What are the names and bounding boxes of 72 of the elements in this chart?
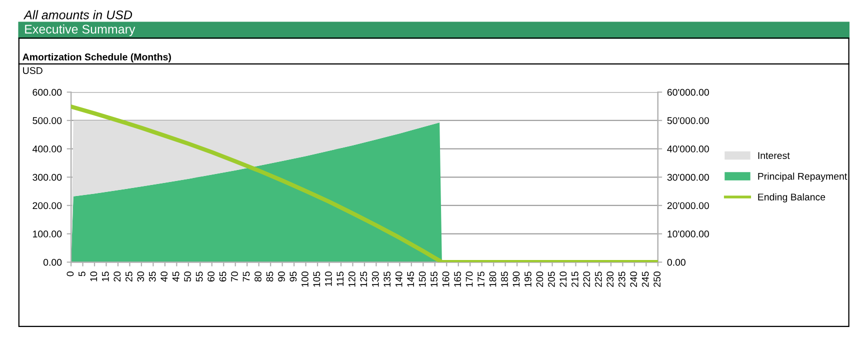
text: All amounts in USD: [23, 10, 132, 20]
x-tick-label: 5: [78, 272, 86, 276]
x-tick-label: 130: [372, 272, 379, 287]
x-tick-label: 200: [536, 272, 544, 287]
y2-tick-label: 40'000.00: [667, 146, 709, 152]
y2-tick-label: 30'000.00: [667, 174, 709, 181]
x-tick-label: 145: [407, 272, 414, 287]
x-tick-label: 10: [90, 272, 98, 282]
legend-label: Ending Balance: [758, 193, 826, 202]
y2-tick-label: 50'000.00: [667, 117, 709, 124]
x-tick-label: 235: [618, 272, 626, 287]
y2-tick-label: 10'000.00: [668, 230, 709, 238]
y-tick-label: 300.00: [32, 174, 62, 181]
x-tick-label: 100: [302, 272, 308, 287]
y-tick-label: 200.00: [32, 202, 62, 210]
y-tick-label: 100.00: [33, 230, 62, 238]
x-tick-label: 90: [278, 272, 285, 282]
y-tick-label: 600.00: [32, 88, 62, 96]
x-tick-label: 160: [442, 272, 450, 287]
legend-label: Interest: [758, 152, 790, 160]
x-tick-label: 205: [548, 272, 555, 287]
x-tick-label: 85: [266, 272, 274, 282]
x-tick-label: 80: [254, 272, 262, 282]
x-tick-label: 65: [219, 272, 226, 282]
y-tick-label: 400.00: [32, 146, 62, 152]
x-tick-label: 240: [630, 272, 638, 287]
legend-label: Principal Repayment: [758, 172, 848, 182]
x-tick-label: 70: [231, 272, 238, 282]
x-tick-label: 45: [172, 272, 180, 282]
x-tick-label: 125: [360, 272, 368, 287]
x-tick-label: 50: [184, 272, 192, 282]
x-tick-label: 0: [66, 272, 74, 276]
x-tick-label: 245: [642, 272, 649, 287]
x-tick-label: 230: [606, 272, 614, 287]
x-tick-label: 105: [313, 272, 320, 287]
x-tick-label: 165: [454, 272, 461, 287]
y-axis-title: USD: [23, 67, 42, 74]
chart-subtitle: Amortization Schedule (Months): [22, 53, 171, 62]
x-tick-label: 195: [524, 272, 532, 287]
y2-tick-label: 20'000.00: [667, 202, 709, 210]
x-tick-label: 60: [208, 272, 214, 282]
x-tick-label: 110: [324, 272, 332, 286]
x-tick-label: 155: [430, 272, 438, 287]
x-tick-label: 40: [160, 272, 168, 282]
x-tick-label: 95: [290, 272, 297, 282]
x-tick-label: 180: [489, 272, 496, 287]
x-tick-label: 135: [384, 272, 391, 287]
x-tick-label: 115: [336, 272, 344, 286]
y2-tick-label: 0.00: [667, 258, 686, 266]
x-tick-label: 185: [501, 272, 508, 287]
x-tick-label: 30: [137, 272, 144, 282]
x-tick-label: 175: [478, 272, 484, 287]
x-tick-label: 225: [594, 272, 602, 287]
x-tick-label: 190: [512, 272, 520, 287]
y-tick-label: 500.00: [32, 117, 62, 124]
x-tick-label: 220: [583, 272, 590, 287]
chart-title: Executive Summary: [25, 24, 136, 36]
x-tick-label: 120: [348, 272, 356, 287]
x-tick-label: 20: [114, 272, 121, 282]
x-tick-label: 150: [418, 272, 426, 287]
x-tick-label: 25: [125, 272, 132, 282]
x-tick-label: 215: [571, 272, 578, 287]
x-tick-label: 75: [242, 272, 250, 282]
x-tick-label: 170: [466, 272, 473, 287]
x-tick-label: 15: [102, 272, 109, 282]
x-tick-label: 210: [560, 272, 567, 287]
x-tick-label: 35: [148, 272, 156, 282]
x-tick-label: 250: [654, 272, 661, 287]
x-tick-label: 55: [196, 272, 203, 282]
y2-tick-label: 60'000.00: [667, 88, 709, 96]
y-tick-label: 0.00: [43, 258, 62, 266]
x-tick-label: 140: [395, 272, 402, 287]
